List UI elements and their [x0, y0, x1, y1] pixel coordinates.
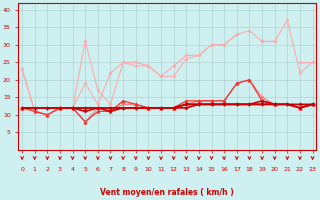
X-axis label: Vent moyen/en rafales ( km/h ): Vent moyen/en rafales ( km/h ) — [100, 188, 234, 197]
